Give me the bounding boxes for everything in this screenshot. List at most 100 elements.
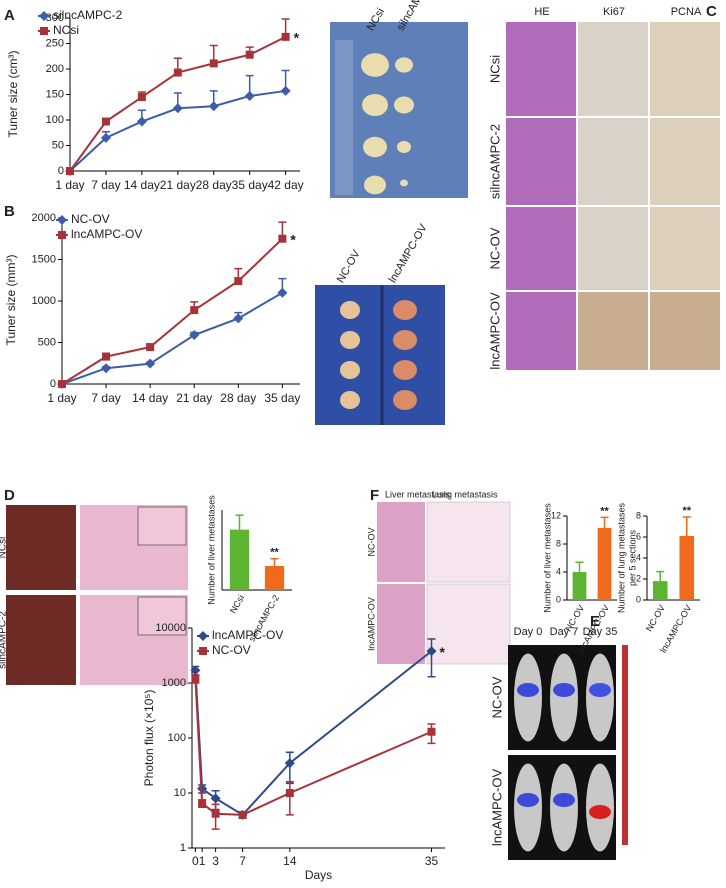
x-tick-label: 7 day (91, 178, 120, 192)
y-tick-label: 4 (636, 552, 641, 562)
y-tick-label: 1000 (162, 677, 186, 689)
marker (173, 68, 182, 77)
tissue (578, 292, 648, 370)
panel-letter: E (590, 613, 600, 630)
row-label: NCsi (0, 537, 9, 559)
tissue (578, 207, 648, 290)
x-tick-label: 14 day (132, 391, 168, 405)
histology (426, 583, 511, 665)
series-line (61, 238, 284, 385)
y-tick-label: 8 (636, 510, 641, 520)
legend-label: NC-OV (212, 643, 251, 657)
signal (517, 683, 539, 697)
tumor (361, 53, 389, 77)
marker (234, 277, 243, 286)
photo (315, 285, 445, 425)
x-tick-label: 42 day (268, 178, 304, 192)
bar (229, 529, 250, 590)
row-label: lncAMPC-OV (366, 597, 376, 651)
y-tick-label: 1 (180, 842, 186, 854)
panel-letter: B (4, 203, 15, 220)
annotation: ** (270, 547, 279, 559)
x-tick-label: NC-OV (644, 603, 667, 633)
tissue (506, 292, 576, 370)
marker (190, 306, 199, 315)
liver (6, 505, 76, 590)
x-axis-label: Days (305, 868, 332, 882)
annotation: * (294, 30, 300, 46)
tumor (340, 361, 360, 379)
y-tick-label: 8 (556, 538, 561, 548)
column-label: Liver metastasis (385, 489, 451, 499)
marker (101, 117, 110, 126)
y-axis-label: Photon flux (×10⁵) (142, 690, 156, 787)
x-tick-label: 1 day (55, 178, 84, 192)
column-label: Day 7 (550, 626, 579, 638)
tumor (393, 390, 417, 410)
y-tick-label: 100 (46, 114, 64, 126)
y-tick-label: 0 (556, 594, 561, 604)
panel-letter: F (370, 487, 379, 504)
histology (377, 584, 425, 664)
y-tick-label: 1500 (32, 253, 56, 265)
tumor (400, 179, 408, 187)
annotation: ** (682, 505, 691, 517)
legend-label: lncAMPC-OV (71, 227, 142, 241)
marker (199, 647, 207, 655)
marker (427, 727, 436, 736)
photo-label: NC-OV (335, 248, 363, 285)
x-tick-label: 0 (192, 854, 199, 868)
y-axis-label: Tuner size (cm³) (6, 51, 20, 138)
y-tick-label: 300 (46, 12, 64, 24)
y-tick-label: 12 (551, 510, 561, 520)
marker (280, 85, 291, 96)
signal (589, 683, 611, 697)
x-tick-label: 35 day (264, 391, 300, 405)
tumor (363, 136, 387, 158)
inset (137, 596, 187, 636)
photo-label: lncAMPC-OV (387, 222, 430, 285)
y-tick-label: 2000 (32, 212, 56, 224)
ruler (335, 40, 353, 195)
error-bar (682, 516, 691, 536)
x-tick-label: 35 day (232, 178, 268, 192)
error-bar (656, 570, 665, 582)
marker (40, 27, 48, 35)
histology (377, 502, 425, 582)
marker (278, 234, 287, 243)
column-label: Day 35 (583, 626, 618, 638)
tumor (394, 96, 414, 114)
tissue (650, 22, 720, 116)
marker (145, 358, 156, 369)
x-tick-label: 1 (199, 854, 206, 868)
marker (66, 167, 74, 175)
y-tick-label: 0 (58, 165, 64, 177)
error-bar (427, 638, 436, 678)
tumor (393, 330, 417, 350)
panel-letter: A (4, 7, 15, 24)
row-label: NC-OV (487, 227, 502, 269)
x-tick-label: 14 (283, 854, 297, 868)
marker (285, 789, 294, 797)
marker (191, 674, 200, 683)
tumor (395, 57, 413, 73)
signal (553, 683, 575, 697)
tissue (650, 292, 720, 370)
signal (553, 793, 575, 807)
x-tick-label: NCsi (228, 593, 246, 615)
error-bar (235, 514, 244, 530)
marker (277, 287, 288, 298)
x-tick-label: 7 (239, 854, 246, 868)
row-label: NC-OV (366, 528, 376, 557)
error-bar (575, 561, 584, 572)
mouse (514, 653, 542, 742)
marker (100, 132, 111, 143)
bar (264, 566, 285, 590)
tumor (393, 360, 417, 380)
y-axis-label: per 5 sections (627, 529, 637, 586)
marker (190, 665, 201, 676)
tumor (340, 391, 360, 409)
x-tick-label: 3 (212, 854, 219, 868)
mouse (586, 653, 614, 742)
